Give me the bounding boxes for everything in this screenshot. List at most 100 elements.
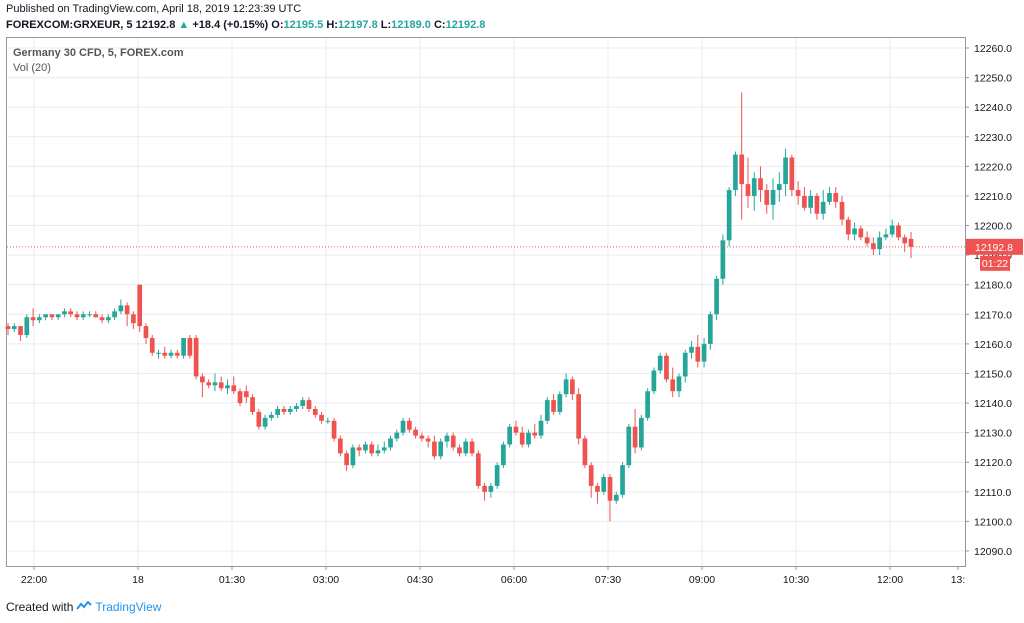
candle-body <box>99 317 105 321</box>
candle-body <box>450 435 456 448</box>
y-tick-label: 12120.0 <box>974 457 1012 469</box>
y-tick-label: 12200.0 <box>974 221 1012 233</box>
candle-body <box>344 453 349 466</box>
candle-body <box>68 311 74 315</box>
candle-body <box>695 346 701 362</box>
candle-body <box>149 337 155 353</box>
candle-body <box>519 432 525 445</box>
candle-body <box>49 314 55 318</box>
candle-body <box>557 394 563 412</box>
candle-body <box>808 195 814 208</box>
candle-body <box>62 311 67 315</box>
open-label: O: <box>271 19 284 31</box>
candle-body <box>137 284 143 327</box>
candle-body <box>419 435 425 439</box>
candle-body <box>18 326 23 336</box>
candle-body <box>124 305 130 315</box>
candle-body <box>331 420 337 439</box>
symbol-interval: FOREXCOM:GRXEUR, 5 <box>6 19 133 31</box>
candle-body <box>902 237 908 244</box>
candle-body <box>381 447 387 451</box>
candle-body <box>501 444 506 466</box>
candle-body <box>37 317 42 321</box>
candle-body <box>795 190 801 196</box>
x-tick-label: 13: <box>951 574 966 586</box>
candle-body <box>707 314 713 344</box>
candle-body <box>595 485 600 492</box>
close-value: 12192.8 <box>445 19 486 31</box>
y-tick-label: 12210.0 <box>974 191 1012 203</box>
candle-body <box>5 326 11 330</box>
candle-body <box>670 379 676 392</box>
candle-body <box>438 441 444 457</box>
x-tick-label: 01:30 <box>219 574 245 586</box>
candle-body <box>162 352 168 356</box>
candle-body <box>43 314 48 318</box>
candle-body <box>206 382 212 386</box>
chart-symbol-title[interactable]: Germany 30 CFD, 5, FOREX.com <box>13 47 184 59</box>
candle-body <box>726 190 732 241</box>
candle-body <box>243 391 249 398</box>
price-change: +18.4 (+0.15%) <box>192 19 269 31</box>
candle-body <box>626 426 632 466</box>
candle-body <box>544 400 550 421</box>
candle-body <box>457 447 462 454</box>
created-with-footer[interactable]: Created with TradingView <box>6 600 161 614</box>
candle-body <box>306 400 312 409</box>
candle-body <box>118 305 124 312</box>
candle-body <box>877 237 882 250</box>
low-value: 12189.0 <box>391 19 431 31</box>
candle-body <box>858 228 864 238</box>
candle-body <box>538 420 544 436</box>
candle-body <box>275 408 280 415</box>
candle-body <box>833 192 839 202</box>
x-tick-label: 12:00 <box>877 574 903 586</box>
candle-body <box>896 225 901 238</box>
chart-frame <box>6 37 966 567</box>
candle-body <box>827 192 832 202</box>
candle-body <box>764 190 770 205</box>
candle-body <box>802 195 807 208</box>
candle-body <box>200 376 205 383</box>
candle-body <box>256 411 262 427</box>
candle-body <box>789 157 795 191</box>
candle-body <box>701 343 707 362</box>
low-label: L: <box>380 19 392 31</box>
x-tick-label: 22:00 <box>21 574 47 586</box>
candle-body <box>388 438 393 448</box>
volume-indicator-label[interactable]: Vol (20) <box>13 62 51 74</box>
candle-body <box>582 438 588 466</box>
candle-body <box>281 408 287 412</box>
candle-body <box>601 477 607 492</box>
tradingview-logo-icon <box>76 600 93 614</box>
countdown-tag <box>980 255 1010 271</box>
candle-body <box>406 420 412 430</box>
tradingview-brand: TradingView <box>95 600 162 614</box>
candle-body <box>93 314 99 318</box>
candle-body <box>55 314 61 318</box>
candle-body <box>475 453 481 486</box>
candle-body <box>494 465 500 486</box>
candle-body <box>131 314 136 324</box>
y-tick-label: 12100.0 <box>974 516 1012 528</box>
candle-body <box>269 414 274 418</box>
candle-body <box>181 337 186 356</box>
candle-body <box>375 450 381 454</box>
candle-body <box>570 379 575 395</box>
y-tick-label: 12250.0 <box>974 73 1012 85</box>
candle-body <box>607 477 613 501</box>
candle-body <box>262 417 268 427</box>
x-tick-label: 09:00 <box>689 574 715 586</box>
candle-body <box>350 447 356 466</box>
x-tick-label: 04:30 <box>407 574 433 586</box>
candle-body <box>664 355 669 380</box>
candle-body <box>30 317 36 321</box>
y-tick-label: 12180.0 <box>974 280 1012 292</box>
y-tick-label: 12240.0 <box>974 102 1012 114</box>
candle-body <box>444 435 450 442</box>
y-tick-label: 12160.0 <box>974 339 1012 351</box>
candle-body <box>845 219 851 235</box>
y-tick-label: 12140.0 <box>974 398 1012 410</box>
candle-body <box>432 441 437 457</box>
